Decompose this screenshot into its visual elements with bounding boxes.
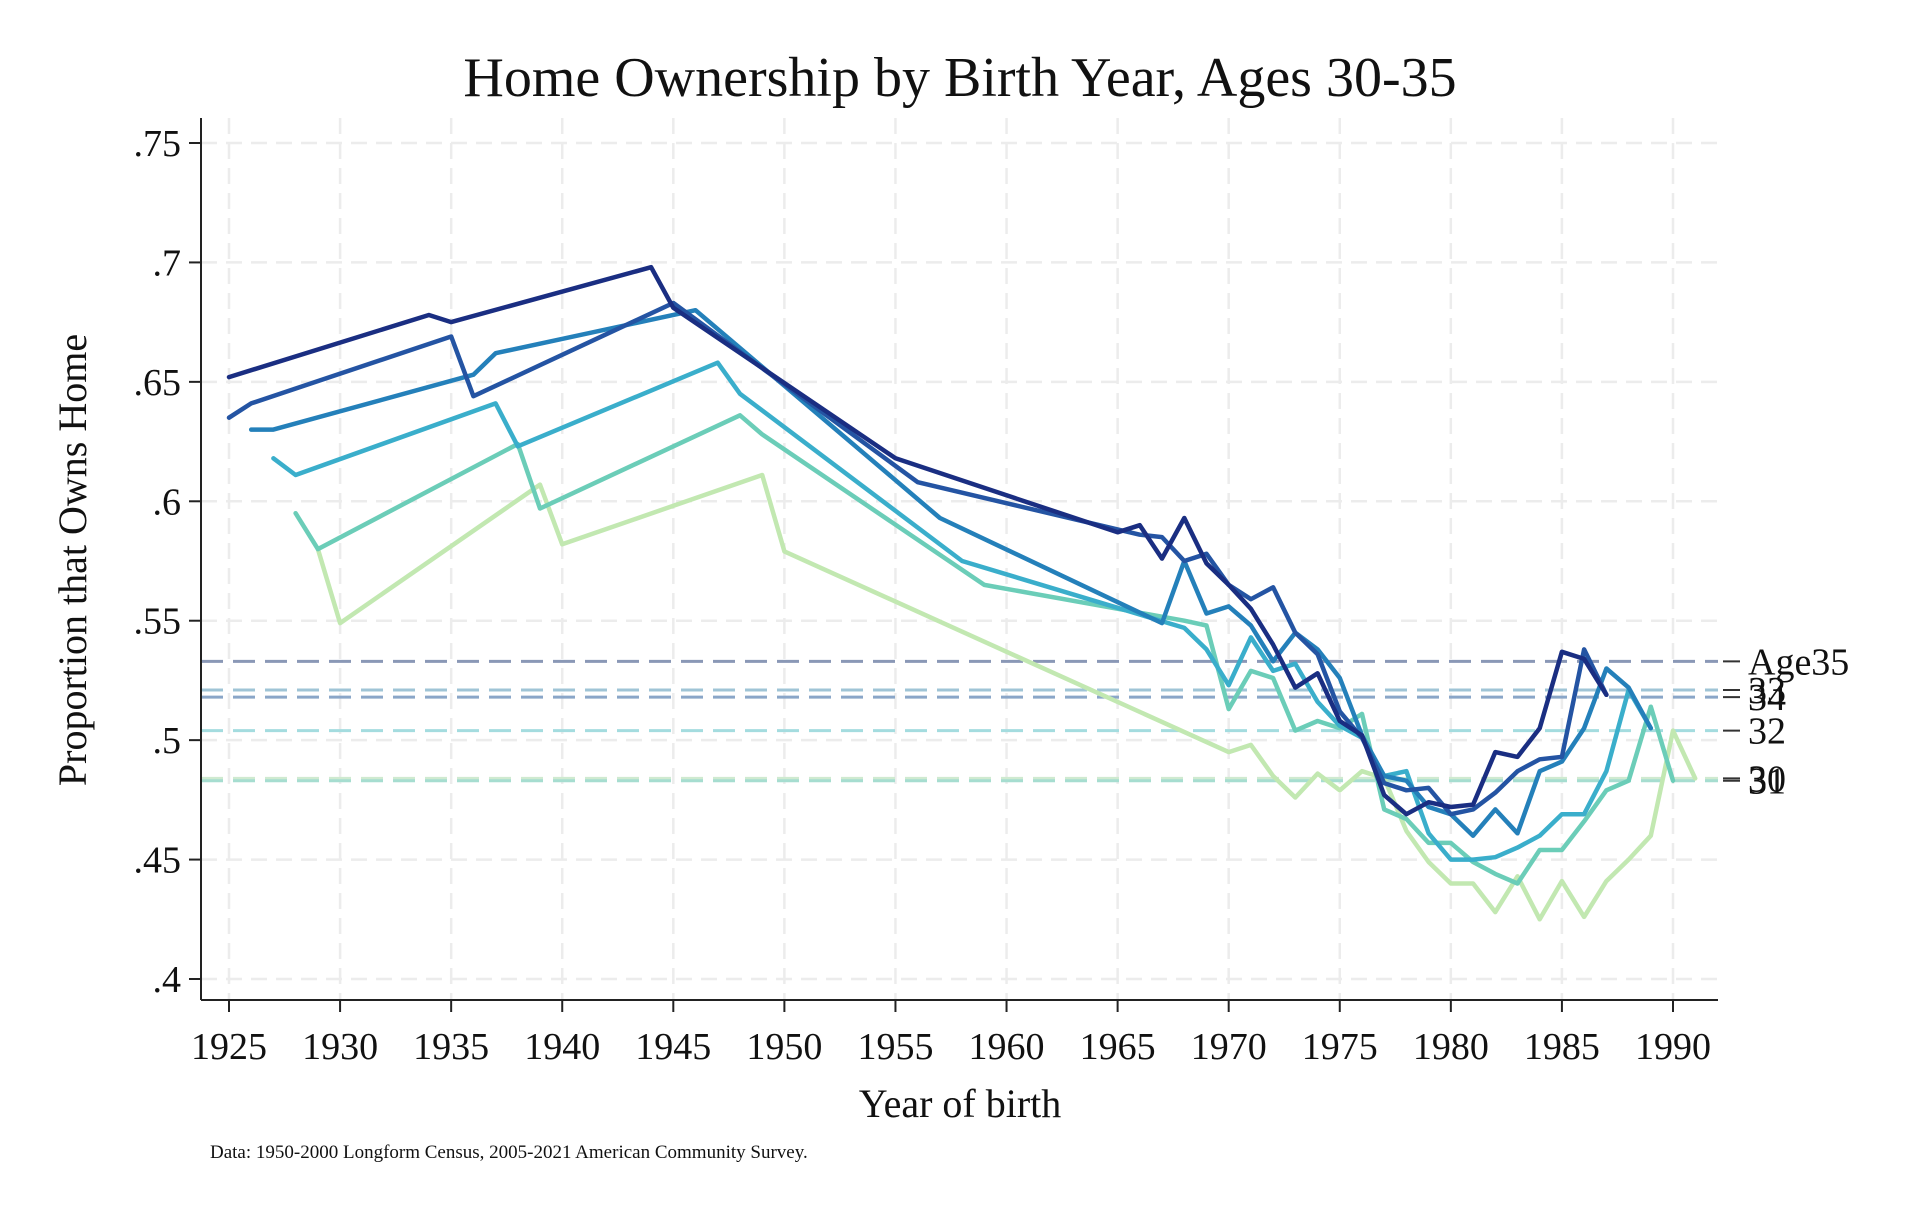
data-series: [226, 264, 1698, 922]
reference-lines: [201, 659, 1718, 783]
x-tick-label: 1970: [1191, 1026, 1267, 1068]
reference-label-age-35: Age35: [1748, 641, 1849, 683]
reference-label-age-31: 31: [1748, 761, 1786, 803]
y-tick-label: .4: [153, 959, 182, 1001]
reference-label-age-30: 30: [1748, 758, 1786, 800]
x-axis-title: Year of birth: [859, 1081, 1062, 1126]
x-tick-label: 1980: [1413, 1026, 1489, 1068]
chart-title: Home Ownership by Birth Year, Ages 30-35: [463, 47, 1456, 109]
y-tick-label: .55: [134, 601, 182, 643]
x-tick-label: 1940: [524, 1026, 600, 1068]
y-axis-title: Proportion that Owns Home: [50, 334, 95, 786]
x-tick-label: 1945: [635, 1026, 711, 1068]
axes: [200, 118, 1718, 1001]
x-tick-label: 1930: [302, 1026, 378, 1068]
reference-label-age-32: 32: [1748, 711, 1786, 753]
series-line-age-35: [226, 264, 1609, 817]
x-tick-label: 1975: [1302, 1026, 1378, 1068]
x-tick-label: 1985: [1524, 1026, 1600, 1068]
y-tick-label: .5: [153, 720, 182, 762]
x-tick-label: 1955: [857, 1026, 933, 1068]
axis-ticks: 1925 1930 1935 1940 1945 1950 1955 1960 1965 1970…: [134, 123, 1712, 1068]
y-tick-label: .75: [134, 123, 182, 165]
series-line-age-31: [293, 413, 1676, 886]
x-tick-label: 1965: [1080, 1026, 1156, 1068]
reference-label-age-34: 34: [1748, 677, 1786, 719]
y-tick-label: .7: [153, 242, 182, 284]
x-tick-label: 1990: [1635, 1026, 1711, 1068]
series-line-age-33: [248, 307, 1654, 838]
x-tick-label: 1950: [746, 1026, 822, 1068]
reference-label-age-33: 33: [1748, 670, 1786, 712]
data-source-note: Data: 1950-2000 Longform Census, 2005-20…: [210, 1142, 808, 1163]
x-tick-label: 1960: [969, 1026, 1045, 1068]
y-tick-label: .6: [153, 481, 182, 523]
series-line-age-32: [271, 360, 1654, 862]
y-tick-label: .45: [134, 840, 182, 882]
x-tick-label: 1935: [413, 1026, 489, 1068]
x-tick-label: 1925: [191, 1026, 267, 1068]
y-tick-label: .65: [134, 362, 182, 404]
